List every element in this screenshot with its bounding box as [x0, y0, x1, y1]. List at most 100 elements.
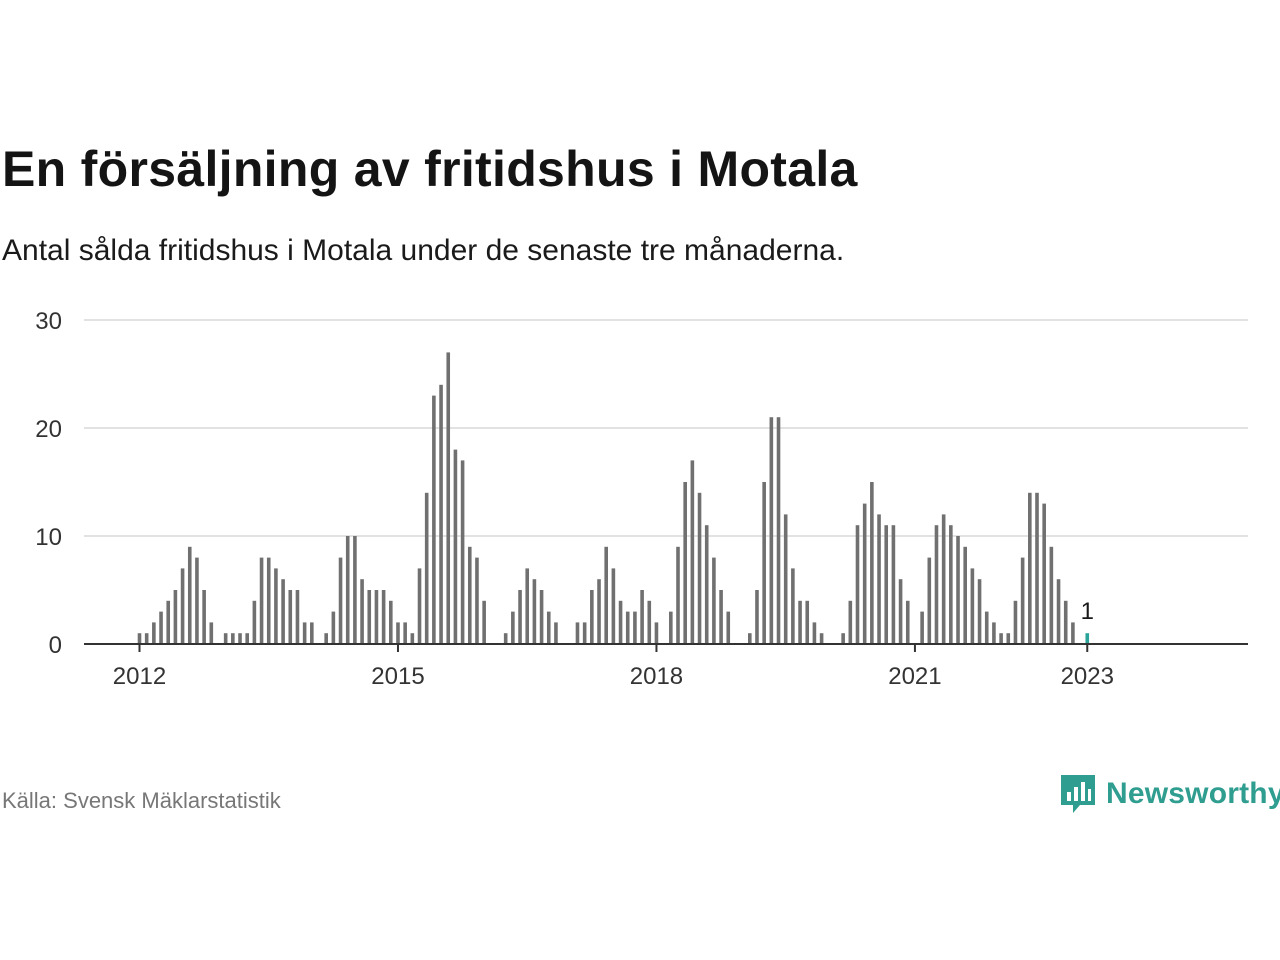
bar: [898, 579, 903, 644]
y-tick-label: 30: [35, 308, 62, 335]
bar: [654, 622, 659, 644]
bar: [956, 536, 960, 644]
bar: [374, 590, 379, 644]
x-tick-label: 2015: [371, 663, 424, 690]
bar: [209, 622, 214, 644]
bar: [266, 557, 271, 644]
bar: [446, 352, 451, 644]
bar: [927, 557, 932, 644]
bar: [525, 568, 530, 644]
y-tick-label: 10: [35, 524, 62, 551]
bar: [1049, 546, 1054, 644]
bar: [1085, 633, 1090, 644]
bar: [152, 622, 156, 644]
bar: [783, 514, 788, 644]
bar: [187, 546, 192, 644]
brand-logo: Newsworthy: [1058, 772, 1280, 816]
bar: [992, 622, 996, 644]
bar: [302, 622, 307, 644]
bar: [949, 525, 953, 644]
bar: [238, 633, 242, 644]
x-tick-label: 2023: [1061, 663, 1114, 690]
bar: [604, 546, 608, 644]
bar: [475, 557, 479, 644]
bar: [295, 590, 300, 644]
bar: [546, 611, 551, 644]
bar: [417, 568, 422, 644]
x-tick-label: 2021: [888, 663, 941, 690]
bar: [503, 633, 508, 644]
bar: [748, 633, 752, 644]
bar: [353, 536, 357, 644]
bar: [755, 590, 759, 644]
bar: [539, 590, 544, 644]
bar: [274, 568, 278, 644]
bar: [683, 482, 687, 644]
bar: [453, 449, 458, 644]
bar: [1006, 633, 1011, 644]
bar: [812, 622, 817, 644]
bar: [432, 395, 436, 644]
bar: [905, 600, 910, 644]
bar: [712, 557, 716, 644]
bar: [231, 633, 235, 644]
bar: [891, 525, 896, 644]
bar: [776, 417, 781, 644]
bar: [676, 546, 680, 644]
bar: [144, 633, 149, 644]
bar: [819, 633, 824, 644]
bar: [410, 633, 415, 644]
bar: [762, 482, 766, 644]
bar: [862, 503, 867, 644]
bar: [848, 600, 853, 644]
bar: [647, 600, 652, 644]
bar: [554, 622, 558, 644]
bar: [805, 600, 810, 644]
bar: [180, 568, 185, 644]
bar: [633, 611, 637, 644]
gridlines: [84, 319, 1248, 537]
bar: [166, 600, 171, 644]
bar: [977, 579, 982, 644]
bar: [338, 557, 343, 644]
bar: [1063, 600, 1068, 644]
bar: [1071, 622, 1075, 644]
bar: [1020, 557, 1025, 644]
bar: [195, 557, 199, 644]
bar: [618, 600, 623, 644]
bar: [575, 622, 580, 644]
bar: [669, 611, 673, 644]
bar: [719, 590, 723, 644]
bar: [482, 600, 486, 644]
bar: [697, 492, 702, 644]
bar: [920, 611, 924, 644]
bar: [252, 600, 257, 644]
chart-subtitle: Antal sålda fritidshus i Motala under de…: [2, 234, 845, 267]
bar: [769, 417, 774, 644]
source-note: Källa: Svensk Mäklarstatistik: [2, 788, 281, 813]
bar: [403, 622, 407, 644]
bar: [582, 622, 587, 644]
bar: [970, 568, 975, 644]
bar-chart: 0 10 20 30 2012 2015 2018 2021 2023 1: [35, 308, 1248, 690]
bar: [310, 622, 314, 644]
bar: [345, 536, 350, 644]
bar: [984, 611, 989, 644]
bar: [590, 590, 594, 644]
bar: [963, 546, 967, 644]
last-value-label: 1: [1081, 598, 1094, 625]
bar: [855, 525, 860, 644]
bar: [877, 514, 881, 644]
bar: [288, 590, 293, 644]
bar: [360, 579, 364, 644]
bar: [367, 590, 372, 644]
bar: [999, 633, 1003, 644]
bar: [1013, 600, 1018, 644]
bar: [202, 590, 206, 644]
bar: [137, 633, 142, 644]
bar: [870, 482, 874, 644]
bar: [704, 525, 709, 644]
bar: [1042, 503, 1046, 644]
bar: [934, 525, 939, 644]
bar: [640, 590, 644, 644]
